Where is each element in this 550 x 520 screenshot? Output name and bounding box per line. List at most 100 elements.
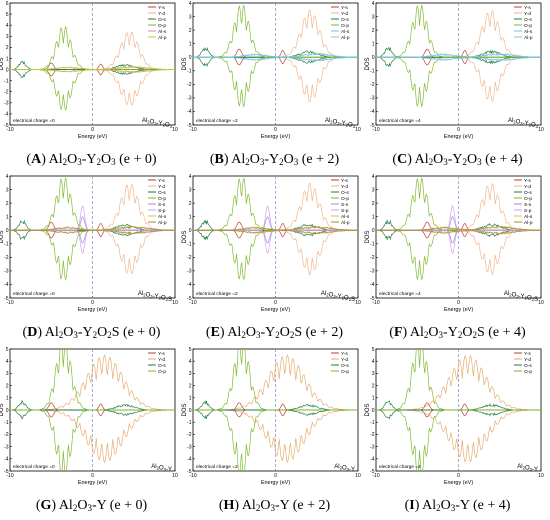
caption-C: (C) Al2O3-Y2O3 (e + 4)	[392, 152, 523, 167]
y-tick-label: -1	[187, 69, 192, 75]
y-tick-label: 4	[372, 1, 375, 7]
legend-label: Y-d	[341, 357, 348, 363]
series-line-al-p-down	[10, 69, 175, 74]
legend-label: Y-s	[341, 351, 348, 357]
y-tick-label: -4	[4, 112, 9, 118]
legend-label: O-p	[341, 196, 349, 202]
legend-label: S-s	[524, 202, 532, 208]
x-tick-label: 10	[172, 127, 178, 133]
charge-note: electrical charge =4	[379, 118, 421, 124]
legend-label: Al-p	[341, 220, 350, 226]
y-tick-label: 1	[372, 41, 375, 47]
series-group	[376, 177, 541, 281]
y-tick-label: 3	[189, 371, 192, 377]
caption-letter: A	[31, 152, 42, 167]
series-group	[193, 349, 358, 471]
y-tick-label: 2	[189, 28, 192, 34]
y-tick-label: 5	[372, 347, 375, 353]
caption-F: (F) Al2O3-Y2O2S (e + 4)	[389, 325, 526, 340]
caption-G: (G) Al2O3-Y (e + 0)	[35, 498, 148, 513]
legend-label: O-p	[341, 23, 349, 29]
x-tick-label: 10	[355, 473, 361, 479]
y-tick-label: 4	[6, 174, 9, 180]
x-tick-label: -10	[372, 473, 379, 479]
y-tick-label: -5	[370, 296, 375, 302]
series-line-al-p-down	[376, 56, 541, 61]
y-tick-label: -3	[4, 101, 9, 107]
series-group	[193, 177, 358, 281]
caption-letter: I	[409, 498, 415, 513]
system-label: Al2O3-Y2O3	[142, 118, 173, 129]
y-axis-label: DOS	[365, 230, 371, 243]
system-label: Al2O3-Y2O3	[508, 118, 539, 129]
y-tick-label: -4	[187, 282, 192, 288]
y-tick-label: -1	[370, 69, 375, 75]
x-tick-label: -10	[6, 127, 13, 133]
legend-label: O-s	[524, 190, 532, 196]
legend-label: Y-d	[158, 184, 165, 190]
y-tick-label: 1	[189, 214, 192, 220]
y-tick-label: 4	[372, 359, 375, 365]
series-group	[193, 4, 358, 108]
y-tick-label: 0	[372, 408, 375, 414]
legend-label: S-s	[341, 202, 349, 208]
panel-G: -5 -4 -3 -2 -1 0 1 2 3 4 5 -10 0 10 DOS Energy (eV) Y-s Y…	[0, 346, 183, 519]
charge-note: electrical charge =4	[379, 464, 421, 470]
legend-label: Y-s	[524, 178, 531, 184]
y-tick-label: -1	[4, 78, 9, 84]
legend-label: Y-s	[524, 351, 531, 357]
panel-I: -5 -4 -3 -2 -1 0 1 2 3 4 5 -10 0 10 DOS Energy (eV) Y-s Y…	[365, 346, 549, 519]
y-tick-label: 4	[6, 359, 9, 365]
y-tick-label: -4	[187, 109, 192, 115]
y-tick-label: -4	[370, 282, 375, 288]
y-tick-label: -3	[187, 96, 192, 102]
y-tick-label: -3	[4, 269, 9, 275]
y-tick-label: 1	[6, 396, 9, 402]
legend-label: O-p	[158, 196, 166, 202]
y-tick-label: 3	[6, 371, 9, 377]
caption-text: Al2O3-Y (e + 0)	[58, 498, 148, 513]
y-tick-label: 3	[189, 187, 192, 193]
x-tick-label: -10	[6, 473, 13, 479]
y-axis-label: DOS	[0, 403, 5, 416]
y-axis-label: DOS	[182, 230, 188, 243]
charge-note: electrical charge =2	[196, 118, 238, 124]
legend-label: O-s	[341, 363, 349, 369]
legend-label: Al-s	[341, 214, 350, 220]
charge-note: electrical charge =4	[379, 291, 421, 297]
legend-label: S-p	[158, 208, 166, 214]
x-tick-label: 0	[274, 300, 277, 306]
legend-label: Y-d	[341, 11, 348, 17]
y-tick-label: -2	[4, 255, 9, 261]
legend-label: O-p	[524, 23, 532, 29]
y-tick-label: 0	[6, 408, 9, 414]
y-tick-label: -4	[4, 282, 9, 288]
legend-label: O-p	[158, 369, 166, 375]
y-tick-label: 5	[6, 347, 9, 353]
y-tick-label: 4	[6, 23, 9, 29]
series-group	[10, 349, 175, 471]
legend-label: S-p	[524, 208, 532, 214]
y-tick-label: -2	[370, 255, 375, 261]
y-tick-label: 2	[6, 45, 9, 51]
x-tick-label: -10	[6, 300, 13, 306]
caption-text: Al2O3-Y2O2S (e + 0)	[44, 325, 161, 340]
caption-letter: G	[40, 498, 52, 513]
legend-label: Y-s	[158, 5, 165, 11]
x-axis-label: Energy (eV)	[78, 307, 108, 313]
y-tick-label: 0	[6, 67, 9, 73]
x-tick-label: 10	[538, 300, 544, 306]
y-tick-label: -2	[4, 90, 9, 96]
x-tick-label: 10	[538, 127, 544, 133]
caption-text: Al2O3-Y2O2S (e + 2)	[227, 325, 344, 340]
caption-text: Al2O3-Y2O3 (e + 4)	[414, 152, 523, 167]
y-axis-label: DOS	[182, 57, 188, 70]
legend-label: Y-s	[341, 5, 348, 11]
legend-label: O-s	[158, 363, 166, 369]
y-tick-label: 1	[372, 396, 375, 402]
y-tick-label: 0	[189, 228, 192, 234]
y-tick-label: -2	[4, 432, 9, 438]
